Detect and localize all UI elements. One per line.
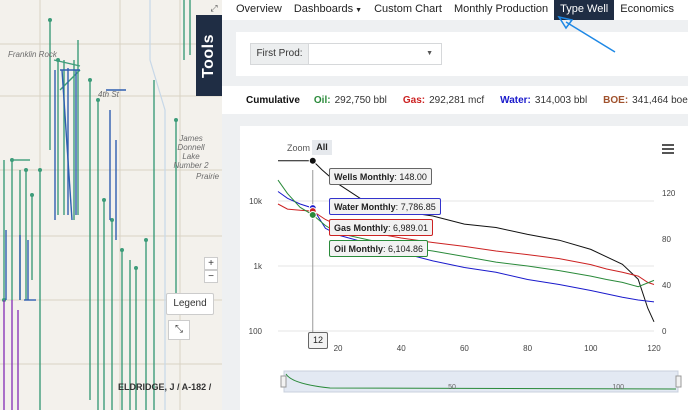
y-left-tick-0: 10k	[249, 197, 263, 206]
map-label-road: 4th St	[98, 90, 119, 99]
tab-dashboards-label: Dashboards	[293, 3, 354, 15]
tooltip-gas: Gas Monthly: 6,989.01	[329, 219, 434, 236]
navigator-tick-1: 100	[612, 384, 624, 391]
cumulative-gas: Gas: 292,281 mcf	[403, 95, 484, 106]
tooltip-gas-value: 6,989.01	[393, 223, 429, 233]
navigator-tick-0: 50	[448, 384, 456, 391]
navigator-series	[285, 373, 677, 390]
tooltip-oil-name: Oil Monthly	[334, 244, 383, 254]
y-right-tick-2: 40	[662, 281, 671, 290]
first-prod-select[interactable]: ▼	[308, 43, 442, 65]
x-tick-3: 80	[523, 344, 532, 353]
navigator-handle-right	[675, 375, 682, 388]
analysis-panel: Overview Dashboards ▼ Custom Chart Monthl…	[222, 0, 688, 410]
map-view[interactable]: Franklin Rock 4th St James Donnell Lake …	[0, 0, 222, 410]
tooltip-wells: Wells Monthly: 148.00	[329, 168, 432, 185]
caret-down-icon: ▼	[355, 7, 363, 14]
legend-button[interactable]: Legend	[166, 293, 214, 315]
navigator-handle-left	[280, 375, 287, 388]
tools-tab[interactable]: Tools	[196, 15, 222, 96]
cumulative-oil-value: 292,750 bbl	[334, 94, 387, 106]
x-tick-1: 40	[397, 344, 406, 353]
cumulative-oil-label: Oil:	[313, 94, 331, 106]
cumulative-gas-value: 292,281 mcf	[429, 94, 485, 106]
tab-monthly-production-label: Monthly Production	[453, 3, 549, 15]
cumulative-water: Water: 314,003 bbl	[500, 95, 587, 106]
y-right-tick-1: 80	[662, 235, 671, 244]
cumulative-bar: Cumulative Oil: 292,750 bbl Gas: 292,281 m…	[222, 86, 688, 114]
tooltip-gas-name: Gas Monthly	[334, 223, 389, 233]
zoom-all-button[interactable]: All	[312, 140, 332, 155]
tooltip-oil: Oil Monthly: 6,104.86	[329, 240, 429, 257]
cumulative-oil: Oil: 292,750 bbl	[314, 95, 387, 106]
crosshair-x-label: 12	[308, 332, 328, 349]
tab-custom-chart[interactable]: Custom Chart	[368, 0, 448, 20]
map-label-prairie: Prairie	[196, 172, 220, 181]
cumulative-water-value: 314,003 bbl	[534, 94, 588, 106]
series-wells-line	[278, 160, 655, 323]
chevron-down-icon: ▼	[426, 50, 433, 57]
y-right-tick-0: 120	[662, 189, 676, 198]
filter-card: First Prod: ▼	[236, 32, 688, 76]
series-wells-marker	[308, 156, 317, 165]
fullscreen-icon[interactable]: ⤢	[210, 3, 218, 13]
top-nav: Overview Dashboards ▼ Custom Chart Monthl…	[222, 0, 688, 20]
chart-canvas[interactable]: 10k 1k 100 120 80 40 0 20 40 60 80 100 120 50 100	[240, 126, 688, 410]
tooltip-wells-name: Wells Monthly	[334, 172, 395, 182]
cumulative-boe-value: 341,464 boe	[632, 94, 688, 106]
x-tick-5: 120	[647, 344, 661, 353]
cumulative-boe: BOE: 341,464 boe	[603, 95, 688, 106]
expand-icon[interactable]: ⤡	[168, 320, 190, 340]
x-tick-0: 20	[334, 344, 343, 353]
tools-tab-label: Tools	[200, 33, 218, 78]
tooltip-water-name: Water Monthly	[334, 202, 396, 212]
series-water-line	[277, 191, 655, 303]
cumulative-water-label: Water:	[500, 94, 531, 106]
y-left-tick-2: 100	[249, 327, 263, 336]
type-well-chart[interactable]: 10k 1k 100 120 80 40 0 20 40 60 80 100 120 50 100 Zoom…	[240, 126, 688, 410]
y-right-tick-3: 0	[662, 327, 667, 336]
tab-type-well[interactable]: Type Well	[554, 0, 615, 20]
tab-type-well-label: Type Well	[560, 3, 609, 15]
tab-monthly-production[interactable]: Monthly Production	[448, 0, 554, 20]
map-canvas[interactable]	[0, 0, 222, 410]
tab-economics[interactable]: Economics	[614, 0, 680, 20]
zoom-label: Zoom	[287, 143, 311, 153]
cumulative-gas-label: Gas:	[402, 94, 426, 106]
tab-dashboards[interactable]: Dashboards ▼	[288, 0, 368, 20]
map-label-lake: James Donnell Lake Number 2	[173, 134, 209, 170]
tab-overview[interactable]: Overview	[230, 0, 288, 20]
tab-overview-label: Overview	[236, 3, 282, 15]
x-tick-4: 100	[584, 344, 598, 353]
tooltip-water-value: 7,786.85	[400, 202, 436, 212]
tooltip-water: Water Monthly: 7,786.85	[329, 198, 441, 215]
tab-custom-chart-label: Custom Chart	[374, 3, 442, 15]
tooltip-wells-value: 148.00	[399, 172, 427, 182]
tab-economics-label: Economics	[620, 3, 675, 15]
series-oil-marker	[308, 210, 317, 219]
tooltip-oil-value: 6,104.86	[388, 244, 424, 254]
x-tick-2: 60	[460, 344, 469, 353]
map-label-lease: ELDRIDGE, J / A-182 /	[118, 382, 212, 392]
cumulative-title: Cumulative	[246, 94, 300, 106]
cumulative-boe-label: BOE:	[603, 94, 629, 106]
chart-menu-icon[interactable]	[662, 144, 674, 154]
map-label-franklin: Franklin Rock	[8, 50, 57, 59]
first-prod-label: First Prod:	[250, 43, 309, 65]
zoom-in-button[interactable]: +	[204, 257, 218, 270]
y-left-tick-1: 1k	[254, 262, 263, 271]
zoom-out-button[interactable]: −	[204, 270, 218, 283]
